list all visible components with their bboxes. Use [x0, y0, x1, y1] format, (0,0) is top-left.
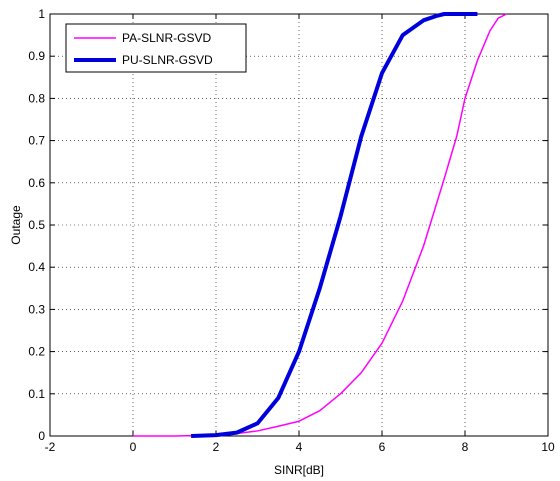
legend-box: [65, 23, 247, 73]
x-tick-label: 10: [541, 440, 555, 454]
series-line-2: [191, 12, 478, 438]
y-tick-label: 0.4: [28, 260, 45, 274]
y-tick-label: 0.6: [28, 176, 45, 190]
y-tick-label: 1: [38, 7, 45, 21]
y-tick-label: 0.1: [28, 387, 45, 401]
x-tick-label: 0: [130, 440, 137, 454]
y-tick-label: 0.9: [28, 49, 45, 63]
grid-layer: [50, 14, 548, 436]
series-layer: [133, 12, 507, 438]
y-tick-label: 0.7: [28, 134, 45, 148]
y-tick-label: 0.3: [28, 302, 45, 316]
x-tick-label: 6: [379, 440, 386, 454]
x-tick-label: -2: [45, 440, 56, 454]
legend: PA-SLNR-GSVD PU-SLNR-GSVD: [65, 23, 247, 73]
y-tick-label: 0.8: [28, 91, 45, 105]
y-axis-label: Outage: [9, 205, 23, 245]
legend-label-2: PU-SLNR-GSVD: [122, 53, 213, 67]
y-tick-label: 0.2: [28, 345, 45, 359]
x-tick-label: 2: [213, 440, 220, 454]
y-tick-label: 0: [38, 429, 45, 443]
x-tick-label: 8: [462, 440, 469, 454]
legend-label-1: PA-SLNR-GSVD: [122, 31, 211, 45]
x-tick-label: 4: [296, 440, 303, 454]
y-tick-label: 0.5: [28, 218, 45, 232]
x-axis-label: SINR[dB]: [274, 463, 324, 477]
